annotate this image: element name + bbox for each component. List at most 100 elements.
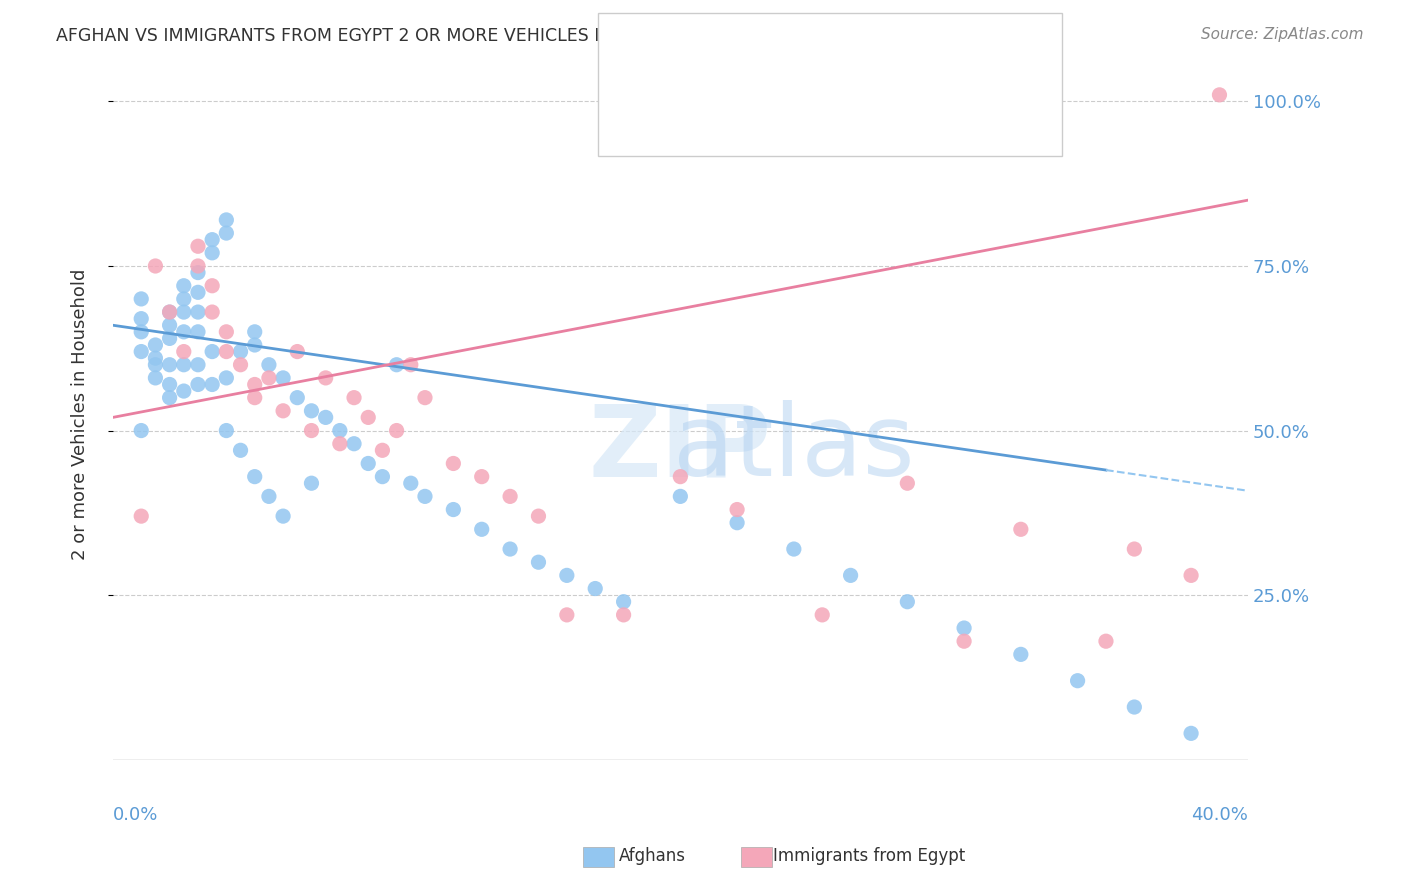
Point [499,489,522,503]
Point [315,410,337,425]
Point [1208,87,1230,102]
Text: AFGHAN VS IMMIGRANTS FROM EGYPT 2 OR MORE VEHICLES IN HOUSEHOLD CORRELATION CHAR: AFGHAN VS IMMIGRANTS FROM EGYPT 2 OR MOR… [56,27,924,45]
Point [329,424,352,438]
Point [385,358,408,372]
Point [896,595,918,609]
Point [215,371,238,385]
Point [669,489,692,503]
Point [271,509,294,524]
Point [173,292,195,306]
Point [187,325,209,339]
Point [343,391,366,405]
Point [669,469,692,483]
Point [257,358,280,372]
Point [243,391,266,405]
Point [399,476,422,491]
Point [145,259,167,273]
Point [399,358,422,372]
Point [229,358,252,372]
Point [1010,648,1032,662]
Point [613,595,636,609]
Text: Immigrants from Egypt: Immigrants from Egypt [773,847,966,865]
Point [159,358,181,372]
Point [301,476,323,491]
Point [159,391,181,405]
Point [1180,568,1202,582]
Point [187,305,209,319]
Point [173,278,195,293]
Point [215,213,238,227]
Point [257,489,280,503]
Point [201,344,224,359]
Point [839,568,862,582]
Point [555,568,578,582]
Point [187,259,209,273]
Point [173,384,195,398]
Point [229,344,252,359]
Point [371,443,394,458]
Point [129,424,152,438]
Point [173,325,195,339]
Point [1095,634,1118,648]
Point [187,285,209,300]
Text: R =: R = [675,99,717,119]
Point [783,542,806,557]
Point [499,542,522,557]
Point [285,391,308,405]
Point [129,292,152,306]
Point [357,457,380,471]
Point [145,351,167,366]
Point [129,509,152,524]
Point [725,502,748,516]
Point [145,338,167,352]
Point [243,469,266,483]
Point [471,469,494,483]
Point [583,582,606,596]
Point [129,344,152,359]
Point [725,516,748,530]
Point [413,489,436,503]
Point [173,358,195,372]
Point [1180,726,1202,740]
Y-axis label: 2 or more Vehicles in Household: 2 or more Vehicles in Household [72,268,89,560]
Point [301,404,323,418]
Point [471,522,494,536]
Text: ZIP: ZIP [589,401,772,497]
Text: N =: N = [808,99,852,119]
Point [129,325,152,339]
Text: N =: N = [808,45,852,65]
Point [229,443,252,458]
Point [173,305,195,319]
Point [129,311,152,326]
Point [271,371,294,385]
Point [1123,700,1146,714]
Text: R =: R = [675,45,717,65]
Point [1010,522,1032,536]
Point [385,424,408,438]
Point [953,634,976,648]
Point [145,371,167,385]
Point [1123,542,1146,557]
Point [371,469,394,483]
Point [215,325,238,339]
Point [159,377,181,392]
Point [271,404,294,418]
Point [257,371,280,385]
Point [896,476,918,491]
Point [343,436,366,450]
Point [201,245,224,260]
Point [953,621,976,635]
Point [187,266,209,280]
Point [215,226,238,240]
Text: 41: 41 [851,99,876,119]
Point [201,233,224,247]
Point [285,344,308,359]
Point [441,457,464,471]
Point [301,424,323,438]
Point [315,371,337,385]
Point [159,305,181,319]
Point [201,377,224,392]
Point [555,607,578,622]
Point [159,305,181,319]
Point [811,607,834,622]
